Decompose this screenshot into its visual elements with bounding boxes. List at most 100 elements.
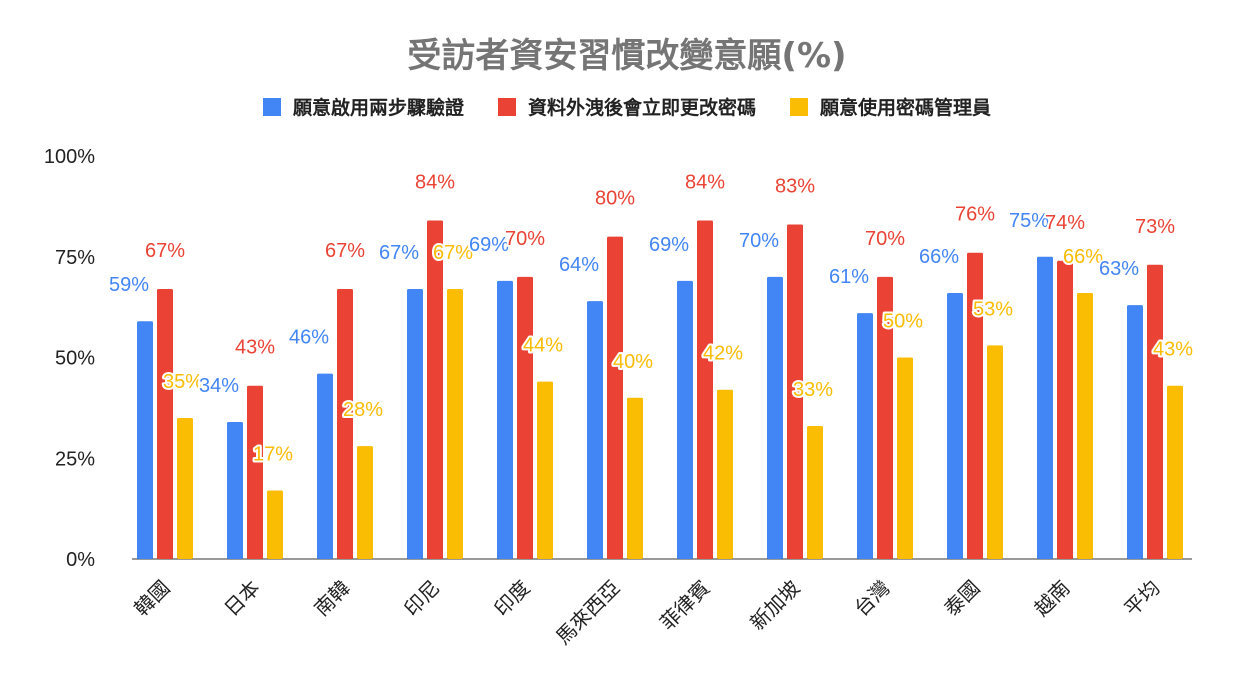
bar-2 <box>1057 260 1073 559</box>
data-label-series-2: 73% <box>1135 216 1175 238</box>
bar-1 <box>407 288 423 559</box>
data-label-series-3: 33% <box>793 379 833 401</box>
x-category-label: 台灣 <box>849 576 894 621</box>
legend: 願意啟用兩步驟驗證 資料外洩後會立即更改密碼 願意使用密碼管理員 <box>0 93 1254 120</box>
y-tick-label: 25% <box>55 448 95 470</box>
bar-1 <box>1127 305 1143 559</box>
data-label-series-2: 67% <box>325 240 365 262</box>
bar-1 <box>497 280 513 559</box>
bar-1 <box>767 276 783 559</box>
data-label-series-3: 40% <box>613 351 653 373</box>
x-category-label: 菲律賓 <box>655 576 714 635</box>
data-label-series-3: 50% <box>883 311 923 333</box>
x-category-label: 韓國 <box>129 576 174 621</box>
bar-2 <box>427 220 443 560</box>
data-label-series-3: 17% <box>253 443 293 465</box>
bar-1 <box>137 321 153 559</box>
bar-2 <box>607 236 623 559</box>
x-category-label: 馬來西亞 <box>551 576 625 650</box>
bar-2 <box>787 224 803 559</box>
data-label-series-1: 69% <box>649 234 689 256</box>
y-tick-label: 75% <box>55 247 95 269</box>
bar-1 <box>587 301 603 559</box>
x-category-label: 印尼 <box>399 576 444 621</box>
legend-label-series-1: 願意啟用兩步驟驗證 <box>292 97 464 119</box>
bar-2 <box>337 288 353 559</box>
bar-2 <box>967 252 983 559</box>
data-label-series-2: 84% <box>685 171 725 193</box>
data-label-series-3: 43% <box>1153 339 1193 361</box>
legend-label-series-3: 願意使用密碼管理員 <box>820 97 992 119</box>
x-category-label: 泰國 <box>939 576 984 621</box>
data-label-series-3: 66% <box>1063 246 1103 268</box>
legend-swatch-series-2 <box>497 97 516 116</box>
legend-label-series-2: 資料外洩後會立即更改密碼 <box>527 97 756 119</box>
data-label-series-2: 74% <box>1045 212 1085 234</box>
data-label-series-3: 53% <box>973 298 1013 320</box>
data-label-series-2: 76% <box>955 204 995 226</box>
bar-2 <box>877 276 893 559</box>
bar-1 <box>947 293 963 559</box>
bar-3 <box>357 446 373 559</box>
data-label-series-2: 70% <box>505 228 545 250</box>
bar-3 <box>1167 385 1183 559</box>
bar-1 <box>677 280 693 559</box>
data-label-series-1: 46% <box>289 327 329 349</box>
data-label-series-1: 75% <box>1009 210 1049 232</box>
bar-1 <box>857 313 873 559</box>
data-label-series-1: 64% <box>559 254 599 276</box>
chart-title: 受訪者資安習慣改變意願(%) <box>407 36 847 76</box>
legend-item-series-1: 願意啟用兩步驟驗證 <box>262 93 464 120</box>
bar-3 <box>717 389 733 559</box>
data-label-series-3: 35% <box>163 371 203 393</box>
bar-2 <box>1147 264 1163 559</box>
bar-3 <box>267 490 283 559</box>
x-category-label: 平均 <box>1119 576 1164 621</box>
x-category-label: 新加坡 <box>745 576 804 635</box>
bar-2 <box>247 385 263 559</box>
legend-swatch-series-3 <box>790 97 808 116</box>
bar-3 <box>447 288 463 559</box>
x-category-label: 印度 <box>489 576 534 621</box>
x-category-label: 越南 <box>1029 576 1074 621</box>
data-label-series-2: 43% <box>235 337 275 359</box>
data-label-series-3: 28% <box>343 399 383 421</box>
y-tick-label: 100% <box>44 146 95 168</box>
data-label-series-2: 83% <box>775 176 815 198</box>
x-category-label: 日本 <box>219 576 264 621</box>
data-label-series-1: 59% <box>109 274 149 296</box>
bar-3 <box>627 397 643 559</box>
bar-2 <box>697 220 713 560</box>
data-label-series-1: 66% <box>919 246 959 268</box>
bar-3 <box>807 426 823 559</box>
bar-3 <box>177 417 193 559</box>
legend-item-series-3: 願意使用密碼管理員 <box>790 93 991 120</box>
bar-3 <box>537 381 553 559</box>
x-category-label: 南韓 <box>309 576 354 621</box>
bar-2 <box>157 288 173 559</box>
bar-3 <box>987 345 1003 559</box>
bar-1 <box>1037 256 1053 559</box>
data-label-series-1: 69% <box>469 234 509 256</box>
bar-1 <box>227 421 243 559</box>
bar-3 <box>897 357 913 559</box>
data-label-series-2: 80% <box>595 188 635 210</box>
bar-2 <box>517 276 533 559</box>
data-label-series-1: 63% <box>1099 258 1139 280</box>
data-label-series-3: 44% <box>523 335 563 357</box>
legend-item-series-2: 資料外洩後會立即更改密碼 <box>497 93 756 120</box>
y-tick-label: 50% <box>55 348 95 370</box>
bar-1 <box>317 373 333 559</box>
legend-swatch-series-1 <box>262 97 281 116</box>
data-label-series-3: 67% <box>433 242 473 264</box>
data-label-series-1: 61% <box>829 266 869 288</box>
y-tick-label: 0% <box>66 549 95 571</box>
data-label-series-2: 84% <box>415 171 455 193</box>
data-label-series-1: 67% <box>379 242 419 264</box>
bar-3 <box>1077 293 1093 559</box>
data-label-series-2: 70% <box>865 228 905 250</box>
data-label-series-2: 67% <box>145 240 185 262</box>
data-label-series-1: 70% <box>739 230 779 252</box>
